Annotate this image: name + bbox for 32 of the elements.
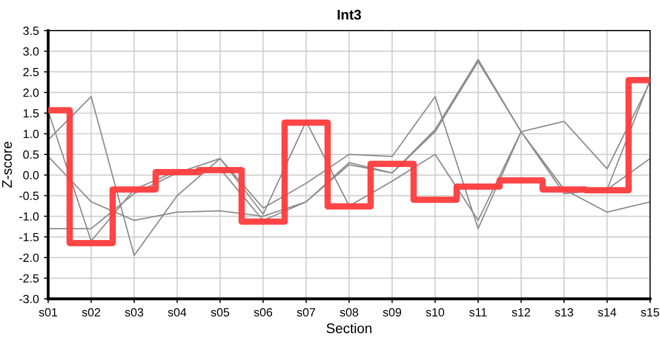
x-tick-label: s04 — [168, 308, 186, 316]
x-tick-label: s14 — [598, 308, 616, 316]
y-tick-label: -2.0 — [19, 254, 39, 262]
y-tick-label: 0.5 — [23, 150, 39, 159]
y-tick-label: 1.0 — [24, 130, 39, 138]
x-tick-label: s07 — [296, 308, 316, 316]
y-tick-label: -1.5 — [19, 233, 39, 242]
y-tick-label: -2.5 — [19, 274, 39, 283]
x-axis-title: Section — [326, 323, 372, 334]
x-tick-label: s03 — [124, 308, 144, 316]
chart-title: Int3 — [338, 10, 361, 20]
y-tick-label: -3.0 — [19, 294, 39, 304]
x-tick-label: s02 — [82, 308, 100, 316]
x-tick-label: s05 — [210, 308, 230, 316]
x-tick-label: s15 — [640, 308, 660, 316]
x-tick-label: s12 — [512, 308, 530, 316]
x-tick-label: s09 — [382, 308, 402, 316]
x-tick-label: s11 — [469, 308, 487, 316]
y-axis-title: Z-score — [2, 142, 12, 188]
y-tick-label: 3.5 — [23, 26, 39, 35]
y-tick-label: 2.0 — [23, 88, 39, 97]
y-tick-label: 1.5 — [24, 109, 39, 118]
x-tick-label: s13 — [554, 308, 574, 316]
x-tick-label: s08 — [340, 308, 358, 316]
y-tick-label: -1.0 — [19, 212, 39, 221]
y-tick-label: 2.5 — [23, 68, 39, 76]
x-tick-label: s10 — [426, 308, 444, 316]
y-tick-label: 0.0 — [23, 171, 39, 180]
y-tick-label: -0.5 — [19, 192, 39, 200]
x-tick-label: s01 — [38, 308, 58, 316]
x-tick-label: s06 — [254, 308, 272, 316]
y-tick-label: 3.0 — [23, 47, 39, 56]
